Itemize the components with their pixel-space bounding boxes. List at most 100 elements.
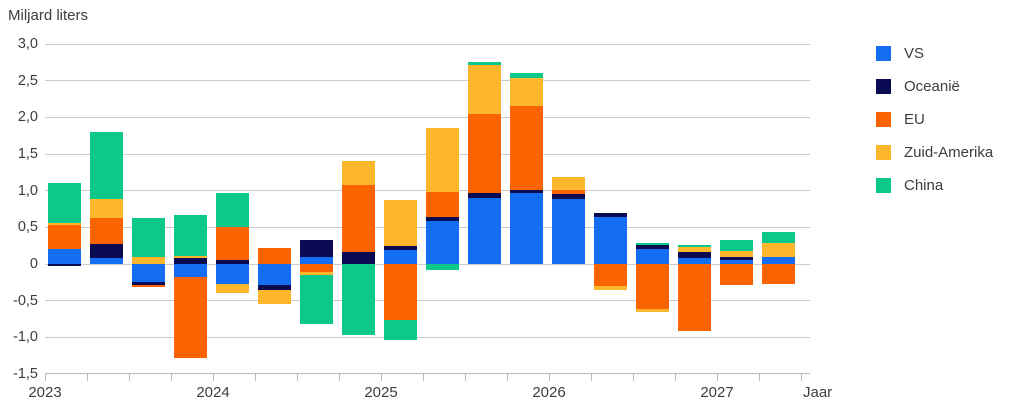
x-year-label: 2024 — [196, 384, 230, 401]
bar-segment — [90, 199, 123, 218]
x-year-label: 2027 — [700, 384, 734, 401]
y-tick-label: 3,0 — [17, 36, 38, 52]
x-axis-title: Jaar — [803, 384, 833, 401]
legend-item: EU — [876, 111, 993, 128]
legend-label: Zuid-Amerika — [904, 144, 994, 161]
x-axis-tick — [759, 373, 760, 381]
bar-segment — [426, 192, 459, 218]
bar-segment — [342, 160, 375, 185]
gridline — [45, 43, 810, 45]
y-tick-label: 2,0 — [17, 109, 38, 126]
bar-segment — [678, 247, 711, 253]
x-year-label: 2023 — [28, 384, 62, 401]
bar-segment — [510, 192, 543, 264]
x-year-label: 2025 — [364, 384, 398, 401]
bar-segment — [468, 113, 501, 193]
bar-segment — [174, 277, 207, 358]
x-axis-tick — [507, 373, 508, 381]
bar-segment — [594, 213, 627, 218]
bar-segment — [762, 242, 795, 257]
bar-segment — [300, 257, 333, 264]
x-axis-tick — [465, 373, 466, 381]
gridline — [45, 300, 810, 302]
bar-segment — [678, 244, 711, 248]
bar-segment — [174, 258, 207, 264]
bar-segment — [552, 198, 585, 264]
bar-segment — [678, 258, 711, 264]
gridline — [45, 116, 810, 118]
bar-segment — [258, 247, 291, 264]
bar-segment — [216, 227, 249, 261]
x-axis-tick — [633, 373, 634, 381]
bar-segment — [678, 252, 711, 259]
bar-segment — [426, 127, 459, 193]
bar-segment — [552, 189, 585, 195]
bar-segment — [720, 256, 753, 260]
bar-segment — [216, 264, 249, 284]
x-axis-tick — [675, 373, 676, 381]
x-axis-tick — [213, 373, 214, 381]
y-tick-label: -1,0 — [13, 329, 38, 346]
bar-segment — [384, 264, 417, 320]
bar-segment — [342, 251, 375, 264]
bar-segment — [342, 264, 375, 336]
bar-segment — [426, 217, 459, 221]
bar-segment — [510, 189, 543, 193]
bar-segment — [636, 244, 669, 250]
bar-segment — [762, 264, 795, 284]
legend-label: EU — [904, 111, 925, 128]
gridline — [45, 80, 810, 82]
legend: VS Oceanië EU Zuid-Amerika China — [876, 45, 994, 211]
bar-segment — [720, 259, 753, 264]
bar-segment — [384, 200, 417, 246]
x-axis-tick — [87, 373, 88, 381]
bar-segment — [552, 177, 585, 190]
bar-segment — [48, 225, 81, 250]
x-axis-tick — [717, 373, 718, 381]
legend-swatch — [876, 145, 891, 160]
bar-segment — [90, 244, 123, 259]
y-tick-label: -0,5 — [13, 292, 38, 309]
bar-segment — [510, 106, 543, 190]
bar-segment — [384, 250, 417, 264]
x-axis-tick — [255, 373, 256, 381]
bar-segment — [300, 264, 333, 273]
bar-segment — [132, 264, 165, 283]
bar-segment — [510, 77, 543, 107]
x-year-label: 2026 — [532, 384, 566, 401]
bar-segment — [48, 249, 81, 264]
x-axis-tick — [549, 373, 550, 381]
bar-segment — [468, 198, 501, 264]
bar-segment — [594, 264, 627, 286]
x-axis-tick — [801, 373, 802, 381]
legend-label: VS — [904, 45, 925, 62]
bar-segment — [468, 64, 501, 114]
y-tick-label: 0,5 — [17, 219, 38, 236]
bar-segment — [48, 183, 81, 223]
x-axis-tick — [423, 373, 424, 381]
bar-segment — [90, 258, 123, 264]
bar-segment — [174, 214, 207, 256]
bar-segment — [510, 72, 543, 78]
bar-segment — [300, 239, 333, 258]
legend-swatch — [876, 46, 891, 61]
legend-item: VS — [876, 45, 993, 62]
x-axis-tick — [45, 373, 46, 381]
bar-segment — [636, 249, 669, 264]
legend-item: Oceanië — [876, 78, 993, 95]
bar-segment — [174, 255, 207, 259]
bar-segment — [132, 217, 165, 257]
bar-segment — [762, 231, 795, 243]
bar-segment — [342, 184, 375, 252]
bar-segment — [258, 285, 291, 291]
bar-segment — [720, 239, 753, 251]
legend-swatch — [876, 112, 891, 127]
bar-segment — [552, 194, 585, 199]
legend-item: Zuid-Amerika — [876, 144, 994, 161]
bar-segment — [426, 220, 459, 264]
bar-segment — [720, 250, 753, 257]
bar-segment — [216, 260, 249, 264]
x-axis-tick — [381, 373, 382, 381]
bar-segment — [258, 264, 291, 286]
x-axis-tick — [297, 373, 298, 381]
